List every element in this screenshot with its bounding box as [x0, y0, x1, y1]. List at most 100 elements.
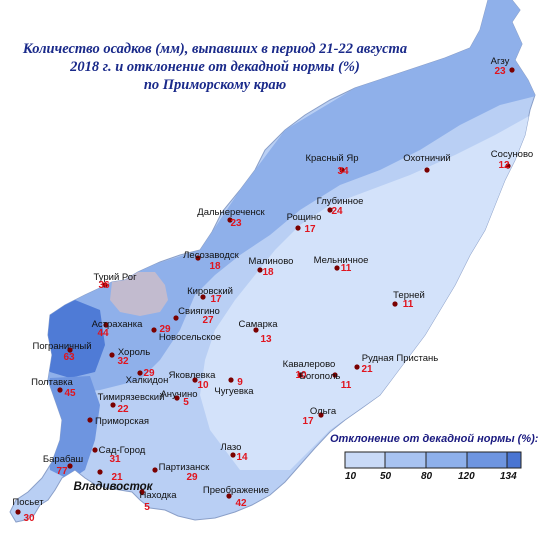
- station-value: 11: [341, 380, 352, 391]
- station-value: 24: [331, 206, 343, 217]
- station-dot: [67, 463, 73, 469]
- legend-tick-2: 50: [380, 471, 392, 482]
- station-name: Терней: [393, 290, 425, 301]
- station-value: 12: [498, 160, 510, 171]
- station-name: Лазо: [221, 442, 242, 453]
- station-value: 42: [235, 498, 247, 509]
- station-value: 32: [117, 356, 129, 367]
- station-dot: [230, 452, 236, 458]
- station-name: Дальнереченск: [197, 207, 265, 218]
- station-dot: [327, 207, 333, 213]
- station-name: Малиново: [249, 256, 294, 267]
- station-value: 29: [186, 472, 198, 483]
- station-name: Турий Рог: [93, 272, 137, 283]
- station-name: Пограничный: [32, 341, 91, 352]
- station-dot: [195, 255, 201, 261]
- station-dot: [109, 352, 115, 358]
- station-value: 13: [260, 334, 272, 345]
- station-name: Халкидон: [126, 375, 169, 386]
- station-29: Приморская: [87, 416, 149, 427]
- station-name: Владивосток: [74, 481, 154, 493]
- map-title: Количество осадков (мм), выпавших в пери…: [20, 40, 410, 94]
- station-dot: [295, 225, 301, 231]
- station-name: Тимирязевский: [98, 392, 165, 403]
- station-name: Чугуевка: [214, 386, 254, 397]
- station-name: Самарка: [239, 319, 279, 330]
- station-name: Анучино: [160, 389, 197, 400]
- legend-tick-5: 134: [500, 471, 517, 482]
- station-name: Хороль: [118, 347, 150, 358]
- station-value: 34: [337, 166, 349, 177]
- title-line-2: 2018 г. и отклонение от декадной нормы (…: [70, 59, 360, 75]
- station-name: Свиягино: [178, 306, 220, 317]
- station-value: 30: [23, 513, 35, 524]
- station-name: Лесозаводск: [183, 250, 239, 261]
- station-dot: [228, 377, 234, 383]
- station-value: 36: [98, 280, 110, 291]
- station-1: Красный Яр 34: [305, 153, 358, 177]
- station-dot: [227, 217, 233, 223]
- station-name: Яковлевка: [169, 370, 216, 381]
- station-36: Преображение 42: [203, 485, 269, 509]
- station-value: 27: [202, 315, 214, 326]
- legend-bar: [344, 451, 522, 469]
- station-name: Сад-Город: [99, 445, 146, 456]
- station-dot: [505, 163, 511, 169]
- station-name: Ольга: [310, 406, 337, 417]
- station-value: 17: [304, 224, 316, 235]
- legend-title: Отклонение от декадной нормы (%):: [330, 433, 539, 445]
- station-name: Охотничий: [403, 153, 450, 164]
- station-dot: [339, 167, 345, 173]
- station-name: Рудная Пристань: [362, 353, 439, 364]
- station-name: Сосуново: [491, 149, 533, 160]
- station-dot: [192, 377, 198, 383]
- station-value: 10: [197, 380, 209, 391]
- station-value: 17: [302, 416, 314, 427]
- legend-tick-4: 120: [458, 471, 475, 482]
- station-dot: [174, 395, 180, 401]
- legend-tick-1: 10: [345, 471, 357, 482]
- station-name: Красный Яр: [305, 153, 358, 164]
- station-value: 44: [97, 328, 109, 339]
- station-value: 9: [237, 377, 243, 388]
- station-value: 11: [341, 263, 352, 274]
- station-name: Кировский: [187, 286, 233, 297]
- station-name: Мельничное: [314, 255, 369, 266]
- station-value: 29: [143, 368, 155, 379]
- station-dot: [151, 327, 157, 333]
- station-dot: [257, 267, 263, 273]
- station-value: 11: [403, 299, 414, 310]
- station-value: 77: [56, 466, 68, 477]
- station-value: 63: [63, 352, 75, 363]
- station-value: 23: [494, 66, 506, 77]
- station-value: 5: [144, 502, 150, 513]
- station-value: 31: [109, 454, 121, 465]
- station-dot: [15, 509, 21, 515]
- station-name: Глубинное: [317, 196, 364, 207]
- station-value: 18: [262, 267, 274, 278]
- station-dot: [139, 489, 145, 495]
- station-value: 23: [230, 218, 242, 229]
- station-value: 22: [117, 404, 129, 415]
- station-value: 17: [210, 294, 222, 305]
- station-dot: [110, 402, 116, 408]
- station-dot: [103, 322, 109, 328]
- station-name: Кавалерово: [283, 359, 336, 370]
